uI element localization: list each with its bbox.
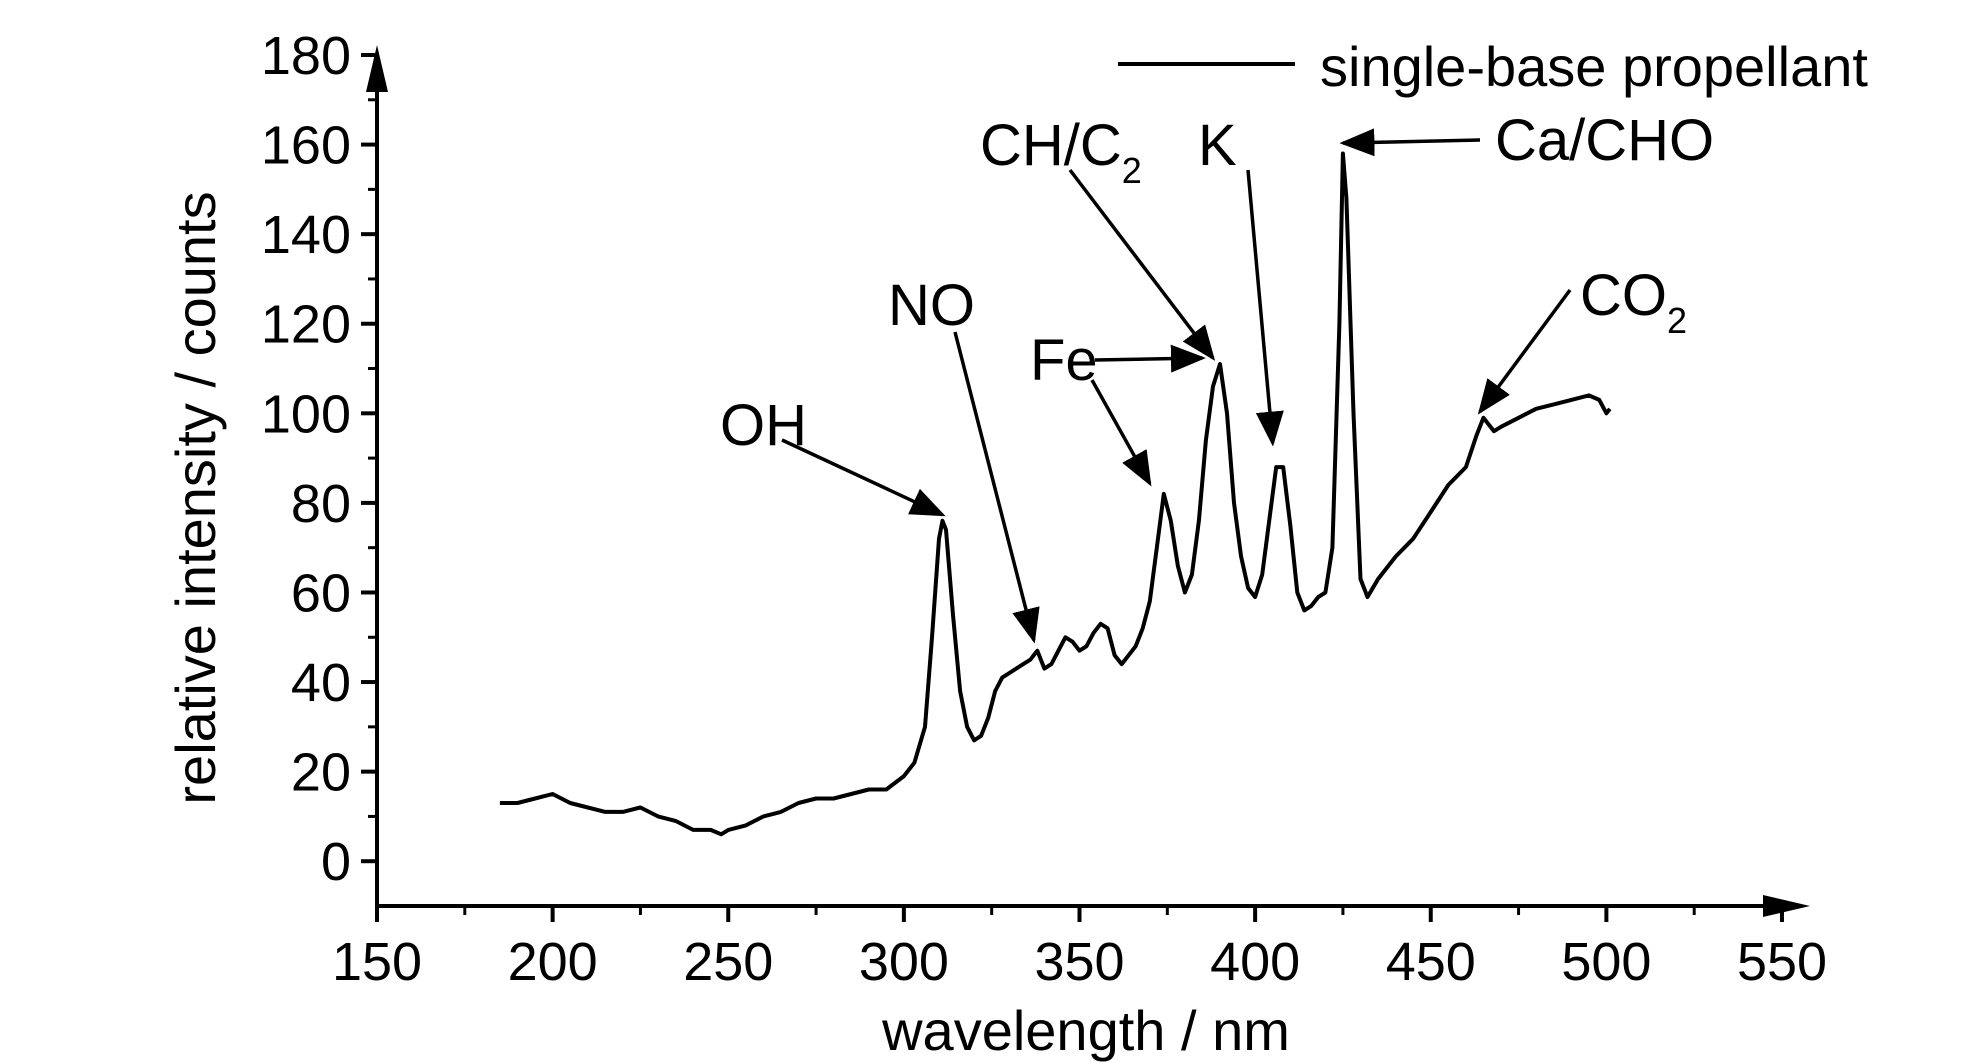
annotation-arrow-7 (1477, 288, 1572, 415)
x-tick-label-550: 550 (1737, 932, 1827, 992)
x-tick-label-200: 200 (508, 932, 598, 992)
annotation-label-2: Fe (1030, 328, 1098, 393)
x-tick-label-450: 450 (1386, 932, 1476, 992)
x-tick-label-350: 350 (1034, 932, 1124, 992)
x-tick-label-250: 250 (683, 932, 773, 992)
annotation-layer: OH NO Fe CH/C2 K Ca/CHO CO2 (720, 108, 1714, 644)
x-axis-arrow (1763, 895, 1810, 917)
y-axis-arrow (366, 45, 388, 92)
annotation-label-1: NO (888, 273, 975, 338)
annotation-arrow-1 (953, 331, 1040, 644)
annotation-arrow-2 (1090, 379, 1152, 487)
y-tick-label-0: 0 (321, 832, 351, 892)
annotation-arrow-0 (781, 438, 946, 517)
y-ticks: 0 20 40 60 80 100 120 140 160 180 (261, 26, 377, 892)
y-tick-label-180: 180 (261, 26, 351, 86)
y-tick-label-100: 100 (261, 384, 351, 444)
annotation-label-7: CO2 (1580, 263, 1687, 341)
annotation-arrow-4 (1068, 168, 1216, 361)
y-tick-label-80: 80 (291, 474, 351, 534)
y-tick-label-60: 60 (291, 563, 351, 623)
annotation-label-6: Ca/CHO (1495, 108, 1714, 173)
y-axis-title: relative intensity / counts (164, 191, 227, 804)
annotation-arrow-5 (1246, 169, 1284, 447)
annotation-arrow-6 (1339, 128, 1481, 157)
annotation-label-4: CH/C2 (980, 113, 1142, 191)
x-tick-label-400: 400 (1210, 932, 1300, 992)
x-tick-label-300: 300 (859, 932, 949, 992)
annotation-arrow-3 (1094, 344, 1206, 373)
x-ticks: 150 200 250 300 350 400 450 500 550 (332, 906, 1827, 992)
y-tick-label-20: 20 (291, 743, 351, 803)
y-tick-label-40: 40 (291, 653, 351, 713)
x-tick-label-150: 150 (332, 932, 422, 992)
legend-label: single-base propellant (1320, 35, 1868, 98)
y-tick-label-160: 160 (261, 116, 351, 176)
annotation-label-5: K (1198, 113, 1237, 178)
series-line-0 (499, 151, 1612, 837)
legend: single-base propellant (1118, 35, 1868, 98)
y-tick-label-140: 140 (261, 205, 351, 265)
series-layer (499, 151, 1612, 837)
y-tick-label-120: 120 (261, 295, 351, 355)
x-axis-title: wavelength / nm (881, 999, 1290, 1062)
x-tick-label-500: 500 (1561, 932, 1651, 992)
annotation-label-0: OH (720, 393, 807, 458)
